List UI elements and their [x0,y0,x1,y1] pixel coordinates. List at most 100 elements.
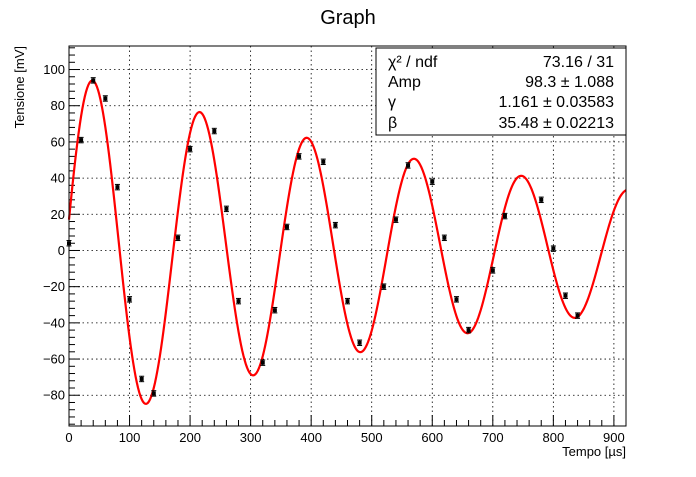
fit-curve-group [67,79,627,405]
data-point [538,196,544,204]
data-point [139,375,145,383]
chart-title: Graph [320,7,376,29]
data-point [272,306,278,314]
data-marker [393,217,398,222]
stats-amp-label: Amp [388,74,421,91]
data-point [175,234,181,242]
data-marker [563,293,568,298]
data-marker [175,235,180,240]
x-axis-label: Tempo [µs] [562,444,626,459]
y-axis-label: Tensione [mV] [12,46,27,128]
y-tick-label: 100 [43,62,65,77]
data-marker [539,197,544,202]
data-marker [79,138,84,143]
data-marker [430,179,435,184]
data-point [187,145,193,153]
y-tick-label: 60 [51,134,65,149]
data-point [114,183,120,191]
y-tick-label: 0 [58,243,65,258]
stats-beta-value: 35.48 ± 0.02213 [498,115,614,132]
data-marker [454,297,459,302]
data-point [550,245,556,252]
data-marker [272,308,277,313]
stats-box: χ² / ndf 73.16 / 31 Amp 98.3 ± 1.088 γ 1… [375,47,627,136]
data-point [393,216,399,223]
data-marker [466,328,471,333]
data-marker [297,154,302,159]
x-tick-label: 400 [300,430,322,445]
data-marker [345,299,350,304]
x-tick-label: 800 [542,430,564,445]
data-point [78,136,84,144]
data-point [102,95,108,102]
y-tick-label: −80 [43,388,65,403]
data-point [151,390,157,397]
data-point [260,359,266,366]
stats-beta-label: β [388,115,397,132]
y-tick-label: −60 [43,352,65,367]
y-tick-label: 20 [51,207,65,222]
data-marker [321,159,326,164]
stats-chi2-label: χ² / ndf [388,54,438,71]
x-tick-label: 0 [65,430,72,445]
y-tick-label: 40 [51,171,65,186]
data-point [320,158,326,166]
data-point [90,77,96,84]
data-point [453,296,459,303]
data-marker [91,78,96,83]
data-point [490,267,496,274]
data-marker [490,268,495,273]
data-point [296,153,302,160]
x-tick-label: 900 [603,430,625,445]
data-marker [551,246,556,251]
stats-gamma-value: 1.161 ± 0.03583 [498,94,614,111]
stats-amp-value: 98.3 ± 1.088 [525,74,614,91]
data-point [127,296,133,303]
data-point [405,162,411,169]
data-point [429,178,435,185]
data-marker [115,185,120,190]
x-tick-label: 700 [482,430,504,445]
data-marker [357,340,362,345]
data-point [441,234,447,242]
x-tick-label: 100 [119,430,141,445]
data-marker [381,284,386,289]
data-marker [151,391,156,396]
data-marker [236,299,241,304]
data-point [502,212,508,220]
data-point [284,223,290,231]
data-point [211,127,217,135]
data-point [357,339,363,346]
x-tick-label: 200 [179,430,201,445]
data-marker [260,360,265,365]
data-marker [224,206,229,211]
data-point [575,312,581,319]
data-marker [406,163,411,168]
axes: 0 100 200 300 400 500 600 700 800 900−80−60−40−20… [43,47,627,445]
data-point [236,297,242,305]
data-point [466,326,472,334]
y-tick-label: −20 [43,279,65,294]
data-marker [284,224,289,229]
x-tick-label: 300 [240,430,262,445]
x-tick-label: 600 [421,430,443,445]
data-marker [103,96,108,101]
data-point [332,221,338,229]
data-marker [333,223,338,228]
data-marker [188,147,193,152]
data-marker [139,376,144,381]
stats-gamma-label: γ [388,94,396,111]
x-tick-label: 500 [361,430,383,445]
y-tick-label: −40 [43,315,65,330]
data-point [381,283,387,290]
data-marker [442,235,447,240]
data-marker [127,297,132,302]
plot-frame [68,45,627,427]
fit-curve [67,79,627,405]
data-point [223,205,229,213]
data-point [345,297,350,305]
data-marker [575,313,580,318]
y-tick-label: 80 [51,98,65,113]
